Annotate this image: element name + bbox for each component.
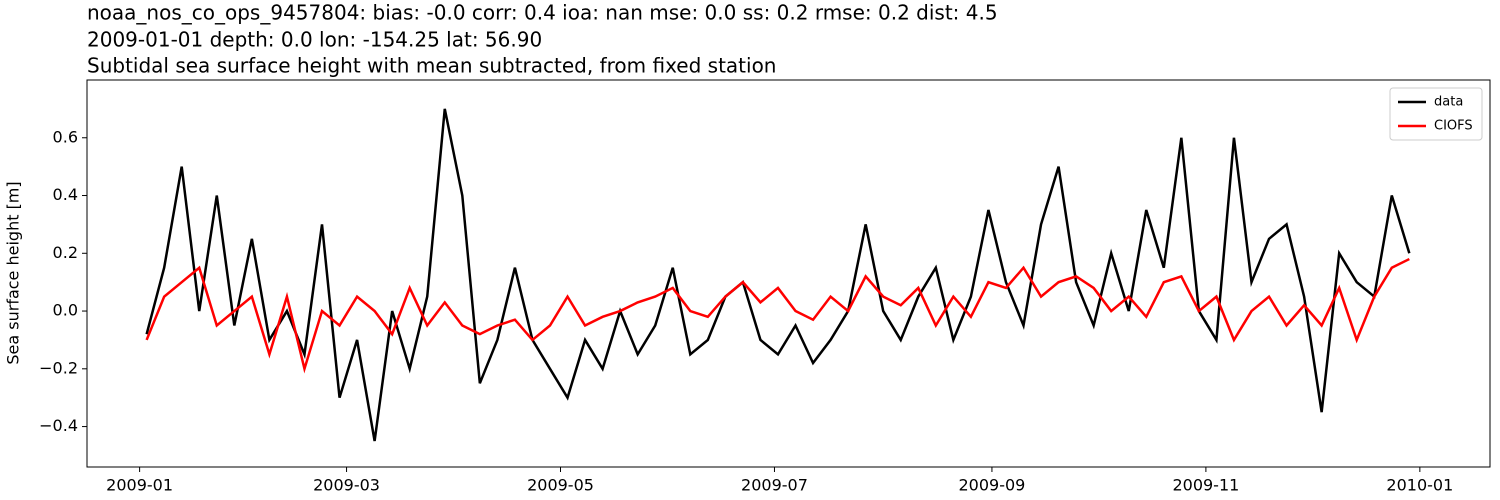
y-tick-label: 0.2 — [53, 243, 78, 262]
x-tick-label: 2010-01 — [1386, 476, 1453, 495]
y-tick-label: −0.4 — [39, 416, 78, 435]
x-tick-label: 2009-09 — [959, 476, 1026, 495]
x-tick-label: 2009-05 — [527, 476, 594, 495]
legend-label: data — [1434, 95, 1463, 110]
plot-frame — [86, 79, 1491, 468]
y-axis-label: Sea surface height [m] — [4, 181, 23, 364]
x-tick-label: 2009-01 — [106, 476, 173, 495]
y-tick-label: 0.4 — [53, 185, 78, 204]
data-line — [145, 108, 1411, 442]
chart-title: noaa_nos_co_ops_9457804: bias: -0.0 corr… — [87, 1, 998, 25]
y-tick-label: 0.6 — [53, 127, 78, 146]
x-tick-label: 2009-11 — [1172, 476, 1239, 495]
data-line — [145, 257, 1410, 374]
chart-subtitle: Subtidal sea surface height with mean su… — [87, 54, 776, 78]
y-tick-label: 0.0 — [53, 301, 78, 320]
legend-label: CIOFS — [1434, 119, 1473, 134]
chart-subtitle: 2009-01-01 depth: 0.0 lon: -154.25 lat: … — [87, 28, 542, 52]
x-tick-label: 2009-03 — [313, 476, 380, 495]
x-tick-label: 2009-07 — [741, 476, 808, 495]
y-tick-label: −0.2 — [39, 358, 78, 377]
